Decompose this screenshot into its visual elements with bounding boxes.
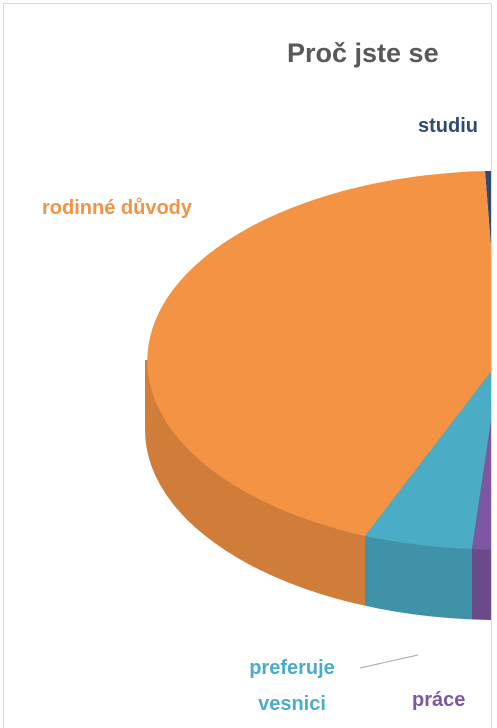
leader-line: [359, 654, 419, 669]
slice-label: studiu: [418, 115, 478, 137]
frame: [3, 3, 492, 728]
slice: [485, 170, 491, 247]
pie-body: [145, 170, 491, 620]
slice-label: práce: [412, 689, 466, 711]
chart-title: Proč jste se: [287, 38, 439, 68]
slice: [365, 371, 491, 549]
slice: [147, 171, 491, 536]
slice: [472, 420, 491, 550]
slice-label: rodinné důvody: [42, 197, 192, 219]
slice-label: preferuje vesnici: [249, 657, 335, 715]
